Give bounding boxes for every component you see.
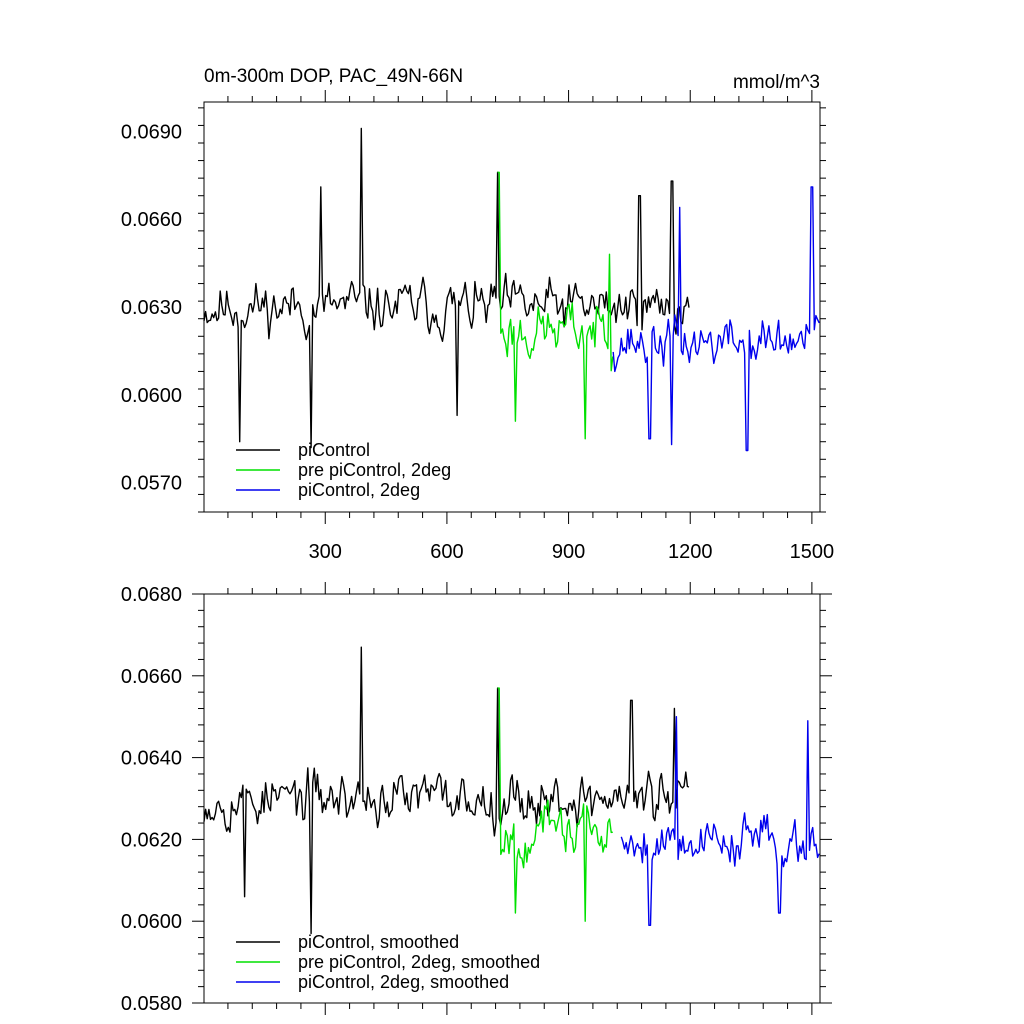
- series-line-pre-picontrol-2deg-smoothed: [497, 687, 613, 922]
- y-tick-label: 0.0640: [121, 748, 182, 770]
- y-tick-label: 0.0600: [121, 385, 182, 407]
- y-tick-label: 0.0660: [121, 666, 182, 688]
- y-tick-label: 0.0580: [121, 993, 182, 1015]
- legend-label: piControl, 2deg: [298, 480, 420, 500]
- chart-panel-2: 0.0680 0.0660 0.0640 0.0620 0.0600 0.0580 piCo…: [121, 582, 832, 1015]
- x-tick-label: 600: [430, 541, 463, 563]
- chart-title: 0m-300m DOP, PAC_49N-66N: [204, 66, 463, 87]
- chart-panel-1: 0.0690 0.0660 0.0630 0.0600 0.0570 300 600 900 1…: [121, 66, 834, 563]
- legend-label: pre piControl, 2deg, smoothed: [298, 952, 540, 972]
- x-tick-label: 300: [309, 541, 342, 563]
- y-tick-label: 0.0680: [121, 584, 182, 606]
- y-tick-label: 0.0570: [121, 473, 182, 495]
- y-tick-label: 0.0600: [121, 911, 182, 933]
- x-tick-label: 900: [552, 541, 585, 563]
- legend-label: pre piControl, 2deg: [298, 460, 451, 480]
- series-line-picontrol-2deg: [612, 186, 820, 452]
- units-label: mmol/m^3: [733, 72, 820, 93]
- legend-label: piControl: [298, 440, 370, 460]
- series-line-picontrol-2deg-smoothed: [620, 716, 820, 926]
- x-tick-label: 1200: [668, 541, 713, 563]
- y-tick-label: 0.0630: [121, 297, 182, 319]
- legend-label: piControl, smoothed: [298, 932, 459, 952]
- y-tick-label: 0.0620: [121, 829, 182, 851]
- y-tick-label: 0.0660: [121, 209, 182, 231]
- x-tick-label: 1500: [790, 541, 835, 563]
- series-line-picontrol: [203, 127, 690, 449]
- plot-frame: [203, 593, 821, 1004]
- legend-label: piControl, 2deg, smoothed: [298, 972, 509, 992]
- y-tick-label: 0.0690: [121, 121, 182, 143]
- series-line-picontrol-smoothed: [203, 646, 690, 935]
- plot-frame: [203, 101, 821, 513]
- series-line-pre-picontrol-2deg: [497, 171, 614, 440]
